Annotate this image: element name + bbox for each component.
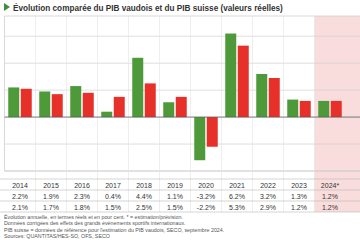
column-separator — [221, 16, 222, 212]
data-label: 5.3% — [229, 204, 245, 211]
data-label: 1.7% — [43, 204, 59, 211]
plot-bottom-line — [5, 171, 360, 172]
bar — [207, 117, 218, 147]
column-separator — [190, 16, 191, 212]
data-label: 2.5% — [136, 204, 152, 211]
estimate-shading — [315, 16, 360, 212]
x-tick-label: 2015 — [43, 182, 59, 189]
data-label: 0.4% — [105, 193, 121, 200]
footnote: Données corrigées des effets des grands … — [4, 220, 186, 226]
data-label: -2.2% — [197, 204, 215, 211]
chart: Évolution comparée du PIB vaudois et du … — [0, 0, 360, 240]
column-separator — [128, 16, 129, 212]
data-label: 1.2% — [322, 193, 338, 200]
bar — [145, 83, 156, 117]
x-tick-label: 2023 — [291, 182, 307, 189]
bar — [269, 78, 280, 117]
bar — [225, 34, 236, 118]
data-label: -3.2% — [197, 193, 215, 200]
column-separator — [66, 16, 67, 212]
bar — [300, 101, 311, 117]
x-tick-label: 2022 — [260, 182, 276, 189]
bar — [21, 89, 32, 117]
data-label: 1.1% — [167, 193, 183, 200]
x-tick-label: 2019 — [167, 182, 183, 189]
table-rule — [0, 190, 360, 191]
title: Évolution comparée du PIB vaudois et du … — [13, 3, 283, 13]
table-rule — [0, 201, 360, 202]
bar — [287, 100, 298, 118]
grid-line — [5, 144, 360, 145]
bar — [238, 46, 249, 117]
bar — [256, 74, 267, 117]
x-tick-label: 2024* — [321, 182, 340, 189]
bar — [176, 97, 187, 117]
footnote: PIB suisse = données de référence pour l… — [4, 227, 224, 233]
data-label: 6.2% — [229, 193, 245, 200]
bar — [194, 117, 205, 160]
plot-top-line — [5, 16, 360, 17]
bars — [8, 34, 342, 161]
title-icon — [4, 3, 10, 11]
x-tick-label: 2014 — [12, 182, 28, 189]
data-label: 1.8% — [74, 204, 90, 211]
footnote: Sources: QUANTITAS/HES-SO, OFS, SECO — [4, 233, 110, 239]
column-separator — [283, 16, 284, 212]
bar — [163, 102, 174, 117]
grid-line — [5, 171, 360, 172]
bar — [132, 58, 143, 117]
data-label: 1.2% — [291, 204, 307, 211]
grid-line — [5, 36, 360, 37]
x-tick-label: 2016 — [74, 182, 90, 189]
column-separator — [314, 16, 315, 212]
data-label: 3.2% — [260, 193, 276, 200]
data-label: 2.1% — [12, 204, 28, 211]
table-rule — [0, 212, 360, 213]
bar — [331, 101, 342, 117]
data-label: 1.3% — [291, 193, 307, 200]
bar — [8, 87, 19, 117]
zero-line — [5, 117, 360, 118]
data-label: 2.9% — [260, 204, 276, 211]
data-label: 1.2% — [322, 204, 338, 211]
data-label: 1.9% — [43, 193, 59, 200]
x-tick-label: 2018 — [136, 182, 152, 189]
column-separator — [97, 16, 98, 212]
y-axis-line — [4, 16, 5, 171]
bar — [83, 93, 94, 117]
footnote: Évolution annuelle, en termes réels et e… — [4, 214, 183, 220]
bar — [52, 94, 63, 117]
data-label: 2.3% — [74, 193, 90, 200]
grid-line — [5, 117, 360, 118]
x-tick-label: 2017 — [105, 182, 121, 189]
data-label: 1.5% — [105, 204, 121, 211]
x-tick-label: 2021 — [229, 182, 245, 189]
column-separator — [35, 16, 36, 212]
grid-line — [5, 63, 360, 64]
bar — [39, 91, 50, 117]
data-label: 4.4% — [136, 193, 152, 200]
table-rule — [0, 179, 360, 180]
column-separator — [252, 16, 253, 212]
bar — [114, 97, 125, 117]
bar — [70, 86, 81, 117]
data-label: 2.2% — [12, 193, 28, 200]
bar — [101, 112, 112, 117]
data-label: 1.5% — [167, 204, 183, 211]
grid-line — [5, 90, 360, 91]
bar — [318, 101, 329, 117]
x-tick-label: 2020 — [198, 182, 214, 189]
column-separator — [159, 16, 160, 212]
